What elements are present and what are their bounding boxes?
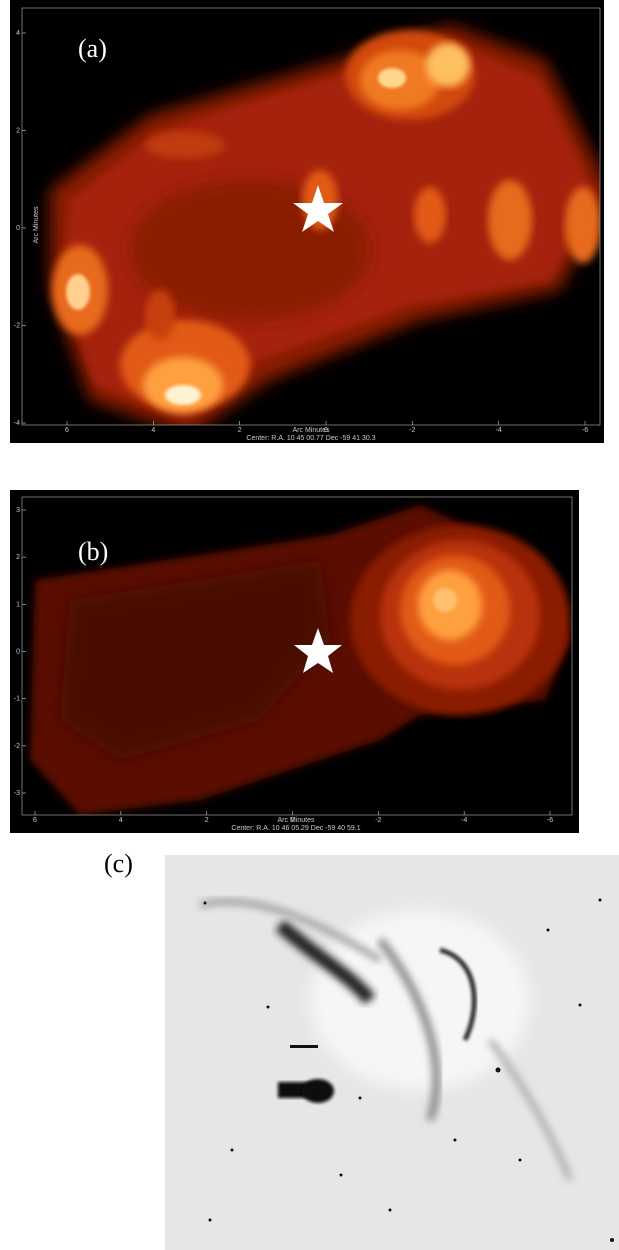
panel-label: (c) [104, 849, 133, 878]
x-tick-label: -6 [582, 427, 588, 434]
y-tick-label: -2 [14, 323, 20, 330]
y-tick-label: -2 [14, 743, 20, 750]
x-tick-label: 0 [291, 817, 295, 824]
y-tick-label: 1 [16, 601, 20, 608]
panel-label: (b) [78, 537, 108, 566]
y-tick-label: 0 [16, 225, 20, 232]
panel-a: (a) Arc Minutes Arc Minutes Center: R.A.… [10, 0, 610, 443]
x-tick-label: -4 [496, 427, 502, 434]
center-coords: Center: R.A. 10 46 05.29 Dec -59 40 59.1 [231, 825, 360, 832]
x-tick-label: -6 [547, 817, 553, 824]
y-tick-label: 3 [16, 507, 20, 514]
x-tick-label: 2 [205, 817, 209, 824]
x-tick-label: 4 [119, 817, 123, 824]
x-tick-label: -2 [409, 427, 415, 434]
figure: (a) Arc Minutes Arc Minutes Center: R.A.… [0, 0, 619, 1250]
y-axis-title: Arc Minutes [33, 206, 40, 243]
panel-label: (a) [78, 34, 107, 63]
x-tick-label: 6 [33, 817, 37, 824]
y-tick-label: 2 [16, 554, 20, 561]
x-axis-title: Arc Minutes [278, 817, 315, 824]
y-tick-label: 0 [16, 649, 20, 656]
y-tick-label: -1 [14, 696, 20, 703]
center-coords: Center: R.A. 10 45 00.77 Dec -59 41 30.3 [246, 435, 375, 442]
y-tick-label: -4 [14, 420, 20, 427]
x-tick-label: -2 [375, 817, 381, 824]
y-tick-label: 4 [16, 30, 20, 37]
x-tick-label: 6 [65, 427, 69, 434]
nebula-image [165, 855, 619, 1250]
x-tick-label: 4 [151, 427, 155, 434]
y-tick-label: -3 [14, 790, 20, 797]
x-tick-label: 2 [238, 427, 242, 434]
x-tick-label: -4 [461, 817, 467, 824]
panel-b: (b) Arc Minutes Center: R.A. 10 46 05.29… [10, 490, 579, 833]
page: (a) Arc Minutes Arc Minutes Center: R.A.… [0, 0, 619, 1250]
y-tick-label: 2 [16, 128, 20, 135]
x-tick-label: 0 [324, 427, 328, 434]
panel-c: (c) [104, 849, 619, 1250]
